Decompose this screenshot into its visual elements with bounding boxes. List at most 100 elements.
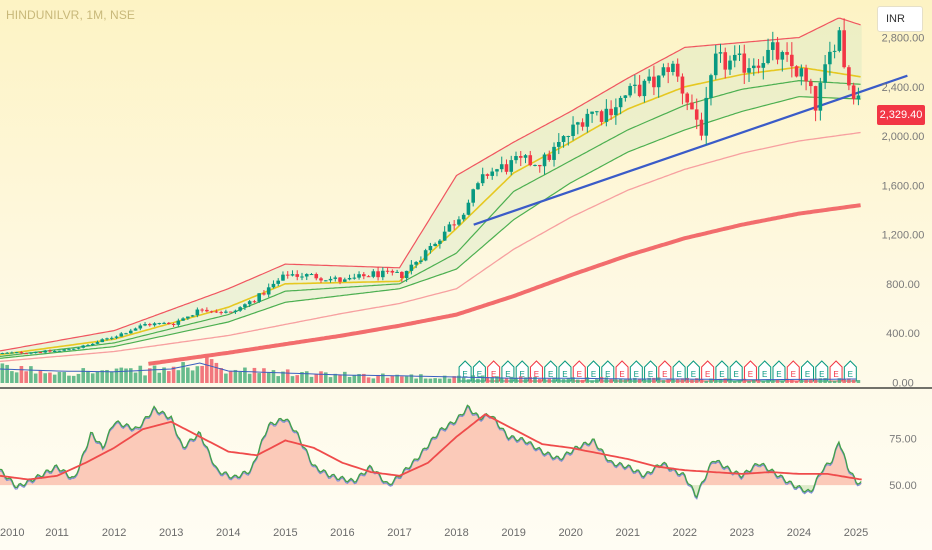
candle-body	[552, 146, 556, 160]
volume-bar	[457, 375, 461, 383]
candle-body	[428, 246, 433, 251]
candle-body	[533, 164, 537, 166]
candle	[148, 322, 152, 327]
candle-body	[376, 271, 380, 278]
volume-bar	[566, 378, 571, 383]
volume-bar	[381, 373, 385, 383]
candle-body	[323, 280, 328, 282]
earnings-letter: E	[562, 370, 567, 379]
candle-body	[523, 155, 528, 158]
candle-body	[67, 349, 71, 351]
candle-body	[785, 52, 789, 55]
candle-body	[247, 301, 252, 305]
volume-bar	[105, 369, 109, 383]
earnings-letter: E	[748, 370, 753, 379]
candle-body	[95, 342, 100, 344]
volume-bar	[633, 377, 637, 383]
volume-bar	[362, 373, 366, 383]
overlay-ma-200	[148, 203, 861, 366]
candle	[728, 55, 732, 75]
volume-bar	[152, 365, 157, 383]
volume-bar	[523, 377, 528, 383]
candle-body	[5, 352, 9, 354]
candle	[300, 272, 304, 281]
candle-body	[780, 52, 785, 60]
volume-bar	[652, 377, 656, 383]
candle	[381, 267, 385, 281]
candle-body	[471, 189, 475, 203]
volume-bar	[804, 379, 808, 383]
candle-body	[404, 270, 409, 279]
volume-bar	[162, 367, 166, 383]
volume-bar	[609, 378, 613, 383]
volume-bar	[433, 378, 437, 383]
candle-body	[595, 111, 599, 113]
candle	[14, 351, 19, 354]
volume-bar	[357, 374, 361, 383]
candle	[233, 309, 238, 315]
candle	[737, 45, 742, 61]
candle-body	[476, 183, 480, 190]
candle	[57, 350, 62, 352]
volume-bar	[138, 365, 143, 383]
candle	[671, 60, 675, 76]
candle	[485, 173, 490, 179]
volume-bar	[228, 371, 233, 383]
price-tick: 800.00	[886, 279, 920, 291]
candle	[347, 274, 352, 281]
candle-body	[732, 54, 737, 61]
candle	[224, 309, 228, 314]
volume-bar	[818, 378, 823, 383]
candle-body	[390, 270, 395, 273]
candle-body	[252, 301, 257, 303]
candle-body	[737, 53, 742, 55]
earnings-marker: E	[615, 360, 629, 382]
candle	[176, 318, 181, 327]
candle	[623, 95, 628, 102]
volume-ma-line	[0, 362, 856, 381]
candle	[290, 270, 295, 277]
volume-bar	[38, 370, 43, 383]
volume-bar	[666, 379, 670, 383]
candle-body	[433, 243, 437, 247]
earnings-letter: E	[734, 370, 739, 379]
candle-body	[43, 350, 47, 353]
candle-body	[509, 160, 514, 172]
volume-bar	[680, 378, 685, 383]
volume-bar	[851, 379, 856, 383]
volume-bar	[556, 378, 561, 383]
candle	[10, 351, 14, 354]
candle-body	[447, 224, 452, 232]
candle	[190, 314, 195, 317]
volume-bar	[518, 376, 523, 383]
candle	[590, 111, 594, 123]
candle-body	[143, 324, 147, 326]
candle-body	[604, 108, 609, 122]
candle	[400, 271, 404, 283]
candle	[675, 58, 680, 82]
candle	[257, 293, 261, 303]
volume-bar	[766, 379, 770, 383]
candle-body	[190, 315, 195, 317]
currency-selector[interactable]: INR	[877, 6, 923, 32]
volume-bar	[319, 371, 323, 383]
candle	[761, 56, 766, 80]
earnings-marker: E	[658, 360, 672, 382]
earnings-marker: E	[815, 360, 829, 382]
volume-bar	[809, 379, 813, 383]
candle	[404, 270, 409, 282]
candle	[732, 45, 737, 68]
candle-body	[599, 111, 604, 122]
candle	[67, 348, 71, 351]
volume-bar	[224, 373, 228, 383]
volume-bar	[128, 368, 133, 383]
earnings-letter: E	[591, 370, 596, 379]
volume-bar	[76, 373, 81, 383]
candle-body	[495, 169, 499, 172]
earnings-letter: E	[776, 370, 781, 379]
candle-body	[637, 84, 642, 97]
candle-body	[809, 81, 813, 87]
candle	[561, 135, 566, 148]
